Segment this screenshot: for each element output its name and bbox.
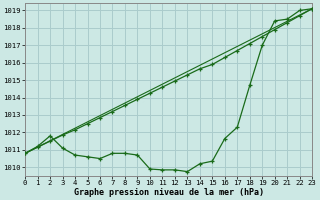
- X-axis label: Graphe pression niveau de la mer (hPa): Graphe pression niveau de la mer (hPa): [74, 188, 264, 197]
